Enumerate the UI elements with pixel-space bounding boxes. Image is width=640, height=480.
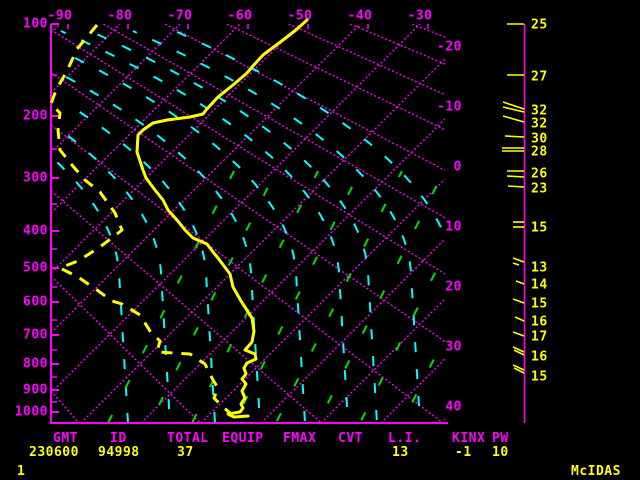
top-temp-label--90: -90 bbox=[48, 9, 73, 24]
dry-adiabat-grid bbox=[51, 24, 445, 423]
wind-barb bbox=[502, 115, 525, 123]
footer-label-gmt: GMT bbox=[53, 431, 78, 446]
pressure-label-900: 900 bbox=[23, 383, 48, 398]
footer-label-equip: EQUIP bbox=[222, 431, 264, 446]
pressure-label-300: 300 bbox=[23, 171, 48, 186]
wind-speed-label: 23 bbox=[531, 182, 548, 197]
wind-speed-label: 27 bbox=[531, 70, 548, 85]
frame-number: 1 bbox=[17, 464, 26, 479]
pressure-label-1000: 1000 bbox=[15, 405, 48, 420]
footer-label-cvt: CVT bbox=[338, 431, 363, 446]
footer-value-li: 13 bbox=[392, 445, 409, 460]
footer-value-id: 94998 bbox=[98, 445, 140, 460]
footer-label-pw: PW bbox=[492, 431, 509, 446]
wind-speed-label: 28 bbox=[531, 145, 548, 160]
wind-barb bbox=[512, 331, 525, 337]
footer-value-total: 37 bbox=[177, 445, 194, 460]
dewpoint-trace bbox=[49, 24, 231, 415]
axes bbox=[50, 23, 448, 424]
wind-speed-label: 16 bbox=[531, 315, 548, 330]
footer-label-kinx: KINX bbox=[452, 431, 486, 446]
footer-label-li: L.I. bbox=[388, 431, 422, 446]
wind-speed-label: 32 bbox=[531, 117, 548, 132]
footer-value-pw: 10 bbox=[492, 445, 509, 460]
wind-barb bbox=[504, 135, 525, 138]
wind-speed-label: 14 bbox=[531, 278, 548, 293]
pressure-label-600: 600 bbox=[23, 295, 48, 310]
top-temp-label--80: -80 bbox=[108, 9, 133, 24]
footer-value-kinx: -1 bbox=[455, 445, 472, 460]
footer-label-fmax: FMAX bbox=[283, 431, 317, 446]
wind-barb bbox=[513, 367, 525, 374]
right-temp-label-30: 30 bbox=[445, 340, 462, 355]
wind-speed-label: 15 bbox=[531, 370, 548, 385]
wind-barb bbox=[512, 262, 520, 266]
top-temp-label--40: -40 bbox=[348, 9, 373, 24]
wind-speed-label: 16 bbox=[531, 350, 548, 365]
right-temp-label-10: 10 bbox=[445, 220, 462, 235]
wind-barb bbox=[515, 280, 525, 285]
wind-barb bbox=[512, 346, 525, 353]
mcidas-logo: McIDAS bbox=[571, 464, 621, 479]
temperature-trace bbox=[135, 18, 309, 419]
footer-value-gmt: 230600 bbox=[29, 445, 79, 460]
wind-speed-label: 13 bbox=[531, 261, 548, 276]
wind-speed-label: 32 bbox=[531, 104, 548, 119]
top-temp-label--60: -60 bbox=[228, 9, 253, 24]
right-temp-label--20: -20 bbox=[437, 40, 462, 55]
wind-speed-label: 30 bbox=[531, 132, 548, 147]
wind-barb bbox=[502, 106, 525, 113]
wind-barb bbox=[502, 101, 525, 110]
top-temp-label--30: -30 bbox=[408, 9, 433, 24]
pressure-label-200: 200 bbox=[23, 109, 48, 124]
wind-barb bbox=[506, 175, 525, 178]
top-temp-label--50: -50 bbox=[288, 9, 313, 24]
pressure-label-700: 700 bbox=[23, 328, 48, 343]
right-temp-label-20: 20 bbox=[445, 280, 462, 295]
wind-speed-label: 17 bbox=[531, 330, 548, 345]
wind-barb bbox=[512, 364, 525, 371]
wind-barb bbox=[507, 185, 525, 188]
pressure-label-400: 400 bbox=[23, 224, 48, 239]
wind-barb bbox=[514, 316, 525, 322]
top-temp-label--70: -70 bbox=[168, 9, 193, 24]
right-temp-label--10: -10 bbox=[437, 100, 462, 115]
right-temp-label-40: 40 bbox=[445, 400, 462, 415]
wind-barb bbox=[512, 298, 525, 304]
wind-speed-label: 26 bbox=[531, 167, 548, 182]
wind-speed-label: 15 bbox=[531, 297, 548, 312]
wind-barb bbox=[513, 349, 525, 356]
pressure-label-500: 500 bbox=[23, 261, 48, 276]
pressure-label-800: 800 bbox=[23, 357, 48, 372]
pressure-label-100: 100 bbox=[23, 17, 48, 32]
footer-label-id: ID bbox=[110, 431, 127, 446]
moist-adiabat-lines bbox=[53, 30, 444, 423]
right-temp-label-0: 0 bbox=[454, 160, 462, 175]
isotherm-grid bbox=[51, 24, 445, 423]
wind-barb bbox=[512, 257, 525, 263]
footer-label-total: TOTAL bbox=[167, 431, 209, 446]
wind-speed-label: 15 bbox=[531, 221, 548, 236]
sounding-traces bbox=[49, 18, 309, 419]
wind-speed-label: 25 bbox=[531, 18, 548, 33]
